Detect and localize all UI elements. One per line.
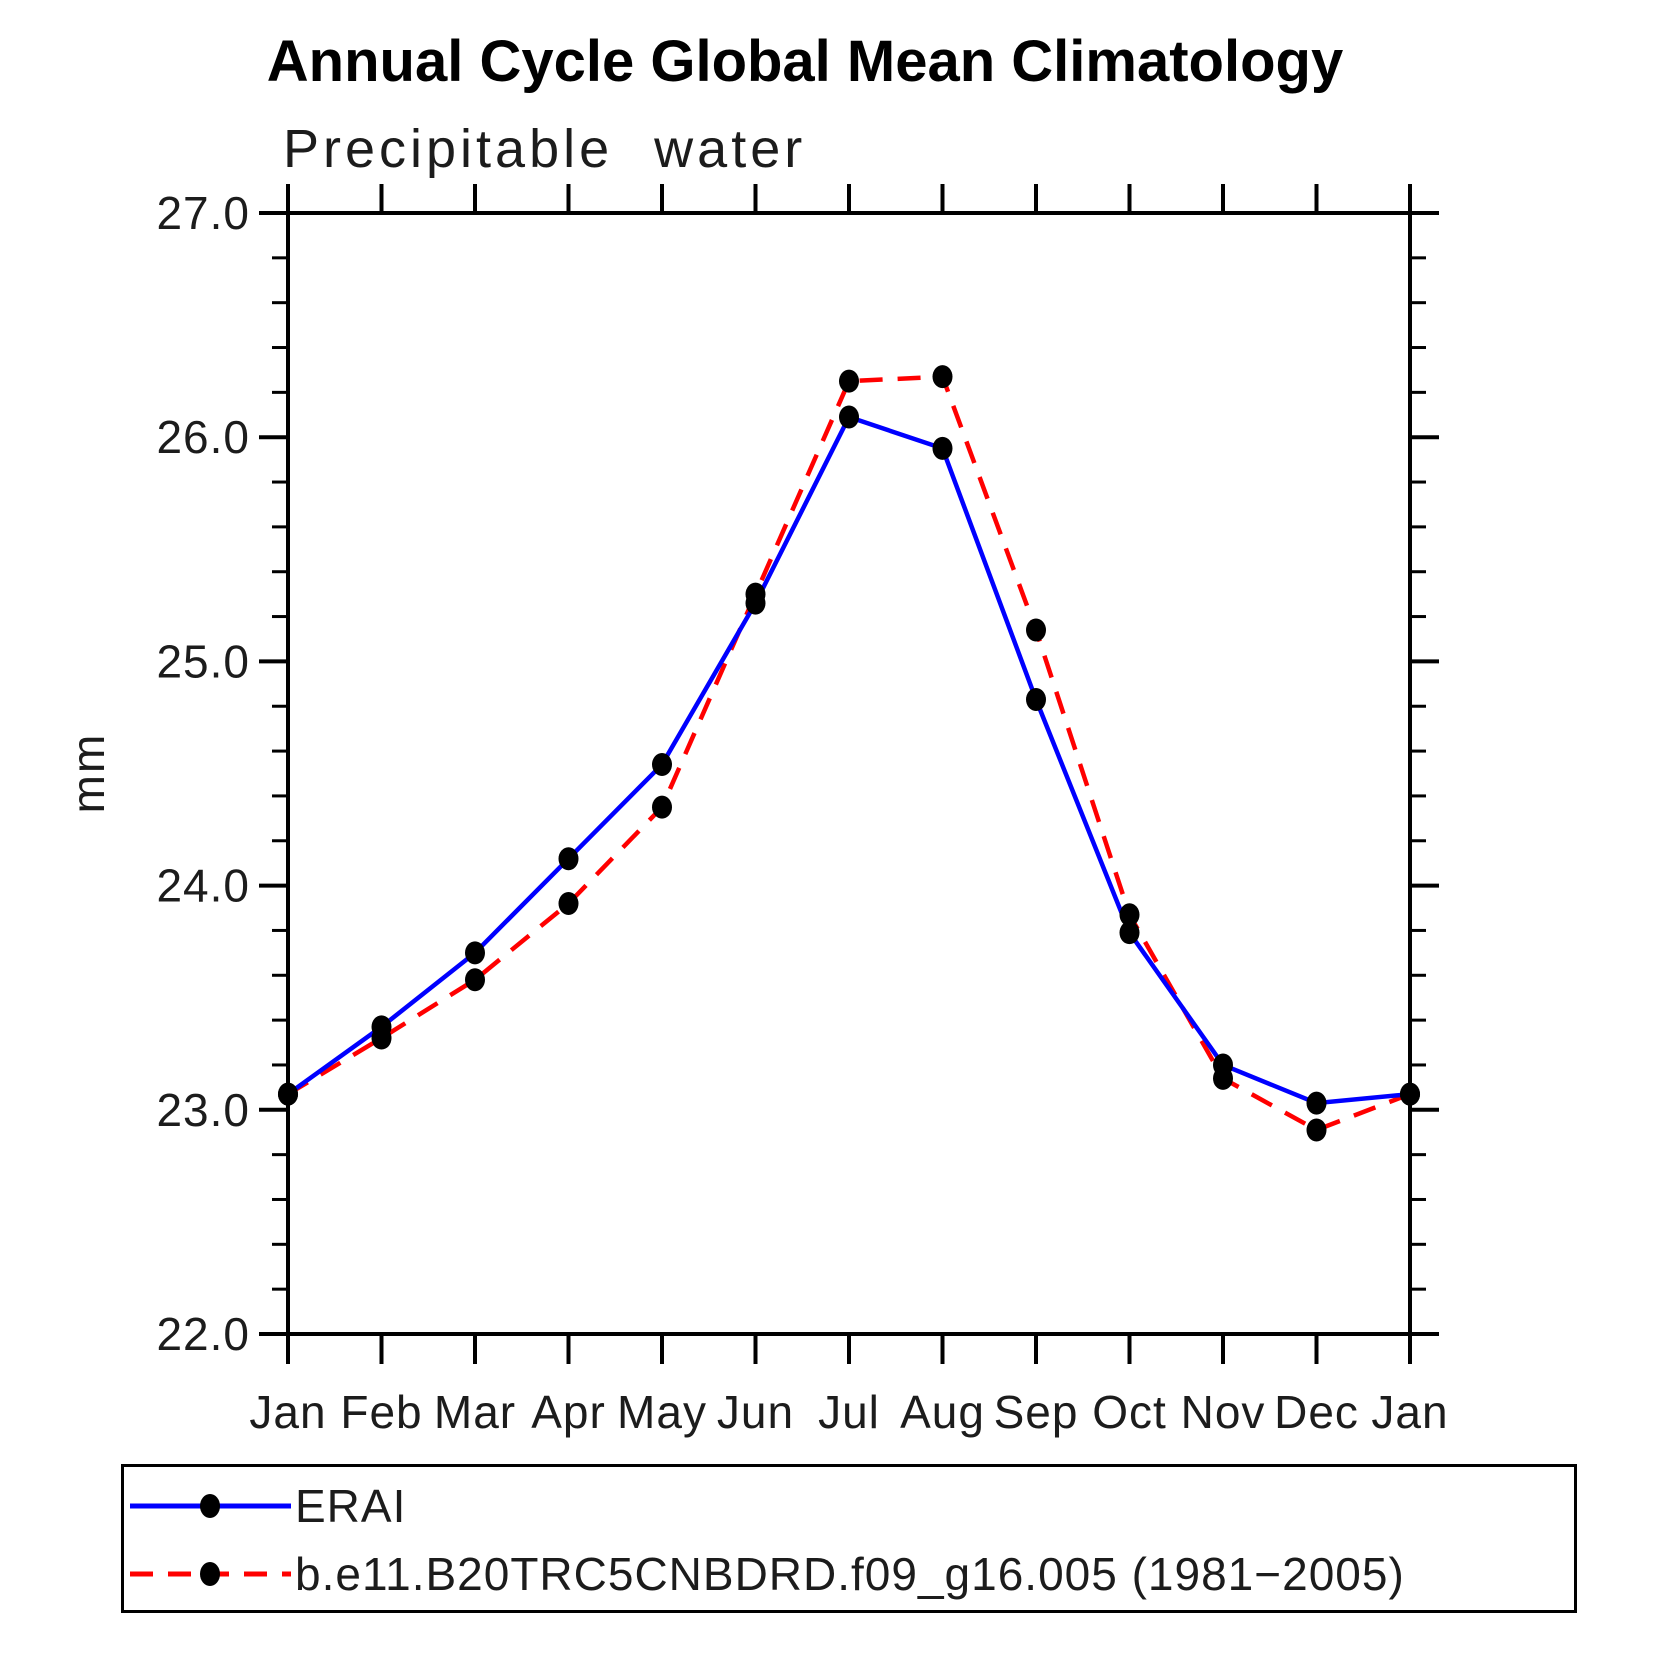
x-tick-label: Apr: [531, 1386, 606, 1438]
x-tick-label: Oct: [1092, 1386, 1167, 1438]
chart-subtitle: Precipitable water: [283, 119, 807, 179]
x-tick-label: Feb: [340, 1386, 422, 1438]
y-tick-label: 23.0: [156, 1084, 250, 1136]
legend-label: ERAI: [295, 1480, 407, 1532]
x-tick-label: Aug: [900, 1386, 985, 1438]
data-point-marker: [1026, 618, 1046, 642]
data-point-marker: [932, 436, 953, 460]
y-tick-label: 22.0: [156, 1308, 250, 1360]
data-point-marker: [1400, 1082, 1420, 1106]
y-tick-label: 24.0: [156, 860, 250, 912]
x-tick-label: Jun: [717, 1386, 794, 1438]
chart-title: Annual Cycle Global Mean Climatology: [266, 29, 1344, 94]
data-point-marker: [558, 847, 579, 871]
data-point-marker: [371, 1026, 392, 1050]
data-point-marker: [839, 369, 859, 393]
x-tick-label: Dec: [1274, 1386, 1359, 1438]
data-point-marker: [839, 405, 859, 429]
x-tick-label: Mar: [434, 1386, 516, 1438]
x-tick-label: Jan: [1371, 1386, 1448, 1438]
data-point-marker: [652, 753, 672, 777]
legend: ERAI b.e11.B20TRC5CNBDRD.f09_g16.005 (19…: [121, 1464, 1577, 1613]
x-tick-label: Sep: [994, 1386, 1079, 1438]
data-point-marker: [278, 1082, 298, 1106]
y-tick-label: 26.0: [156, 411, 250, 463]
data-point-marker: [1213, 1066, 1233, 1090]
x-tick-label: Jan: [249, 1386, 326, 1438]
y-tick-label: 25.0: [156, 635, 250, 687]
x-tick-label: Jul: [818, 1386, 880, 1438]
legend-label: b.e11.B20TRC5CNBDRD.f09_g16.005 (1981−20…: [295, 1548, 1405, 1600]
legend-item-model: b.e11.B20TRC5CNBDRD.f09_g16.005 (1981−20…: [124, 1551, 1574, 1597]
data-point-marker: [1119, 921, 1140, 945]
data-point-marker: [465, 941, 485, 965]
data-point-marker: [652, 795, 672, 819]
x-tick-label: May: [617, 1386, 707, 1438]
legend-line-sample-dashed: [130, 1562, 291, 1586]
data-point-marker: [932, 365, 953, 389]
y-tick-label: 27.0: [156, 187, 250, 239]
series-line-model: [286, 374, 1411, 1133]
data-point-marker: [1026, 688, 1046, 712]
data-point-marker: [745, 582, 766, 606]
legend-item-erai: ERAI: [124, 1483, 1574, 1529]
data-point-marker: [465, 968, 485, 992]
data-point-marker: [1306, 1118, 1327, 1142]
data-point-marker: [1119, 903, 1140, 927]
data-point-marker: [1306, 1091, 1327, 1115]
data-point-marker: [558, 892, 579, 916]
legend-line-sample-solid: [130, 1494, 291, 1518]
series-line-erai: [286, 414, 1411, 1106]
x-tick-label: Nov: [1181, 1386, 1266, 1438]
